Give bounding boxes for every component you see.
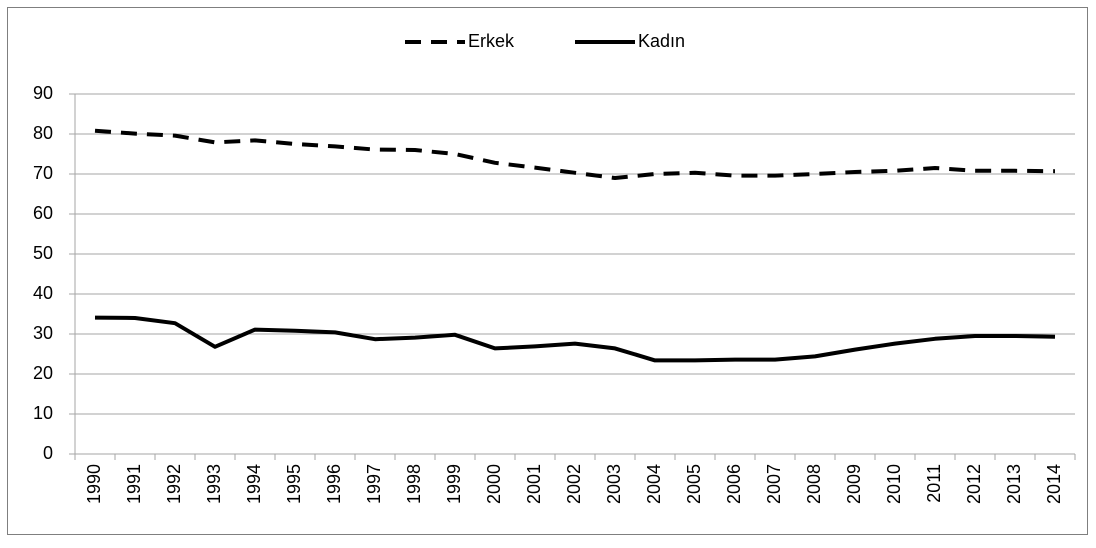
x-tick-label: 2005 — [684, 464, 704, 504]
x-tick-label: 2006 — [724, 464, 744, 504]
x-tick-label: 1991 — [124, 464, 144, 504]
y-tick-label: 10 — [33, 403, 53, 423]
x-tick-label: 1996 — [324, 464, 344, 504]
x-tick-label: 2002 — [564, 464, 584, 504]
y-tick-label: 30 — [33, 323, 53, 343]
x-tick-label: 2011 — [924, 464, 944, 503]
x-tick-label: 2012 — [964, 464, 984, 504]
x-tick-label: 1990 — [84, 464, 104, 504]
legend-label: Erkek — [468, 31, 515, 51]
y-tick-label: 40 — [33, 283, 53, 303]
x-tick-label: 2003 — [604, 464, 624, 504]
legend-label: Kadın — [638, 31, 685, 51]
series-line — [94, 315, 1056, 363]
x-tick-label: 1995 — [284, 464, 304, 504]
x-tick-label: 1993 — [204, 464, 224, 504]
x-tick-label: 2013 — [1004, 464, 1024, 504]
y-tick-label: 0 — [43, 443, 53, 463]
y-tick-label: 90 — [33, 83, 53, 103]
y-tick-label: 70 — [33, 163, 53, 183]
x-tick-label: 2014 — [1044, 464, 1064, 504]
x-tick-label: 2004 — [644, 464, 664, 504]
y-tick-label: 60 — [33, 203, 53, 223]
chart-border — [7, 7, 1088, 535]
x-tick-label: 2010 — [884, 464, 904, 504]
x-tick-label: 2000 — [484, 464, 504, 504]
x-tick-label: 2001 — [524, 464, 544, 504]
x-tick-label: 1998 — [404, 464, 424, 504]
y-tick-label: 20 — [33, 363, 53, 383]
y-tick-label: 80 — [33, 123, 53, 143]
x-tick-label: 2009 — [844, 464, 864, 504]
x-tick-label: 1997 — [364, 464, 384, 504]
x-tick-label: 1994 — [244, 464, 264, 504]
y-tick-label: 50 — [33, 243, 53, 263]
x-tick-label: 2007 — [764, 464, 784, 504]
x-tick-label: 1992 — [164, 464, 184, 504]
x-tick-label: 1999 — [444, 464, 464, 504]
x-tick-label: 2008 — [804, 464, 824, 504]
series-line — [94, 128, 1056, 180]
